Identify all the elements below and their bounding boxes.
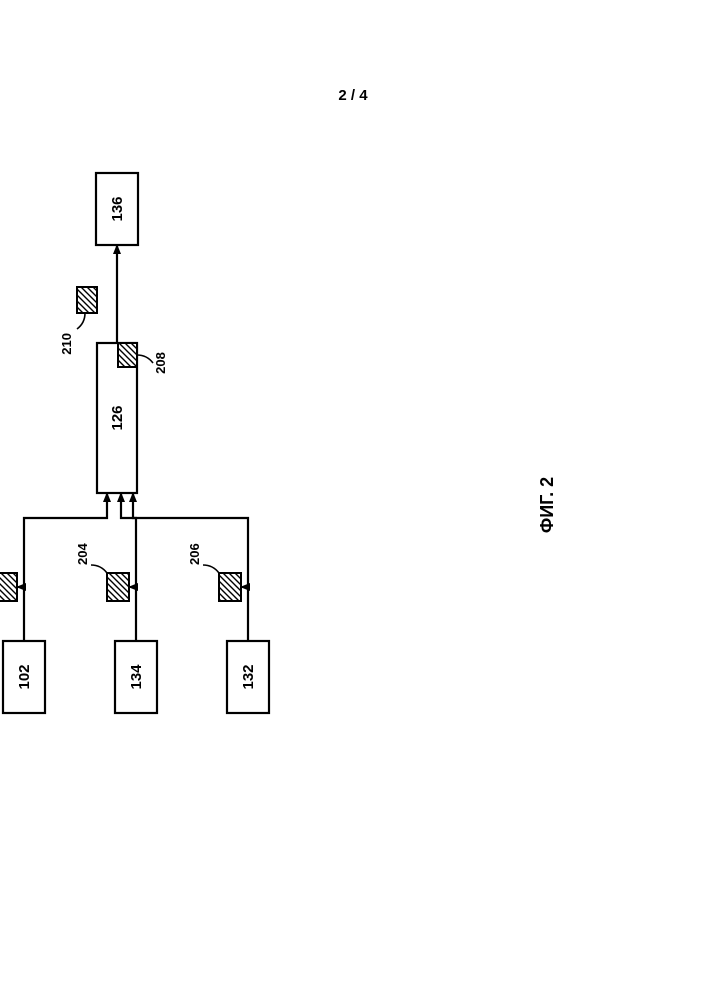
svg-text:210: 210 <box>59 333 74 355</box>
svg-text:208: 208 <box>153 352 168 374</box>
node-134-u: 134 <box>115 641 157 713</box>
node-102-u: 102 <box>3 641 45 713</box>
figure-caption-final2: ФИГ. 2 <box>537 477 557 533</box>
svg-text:134: 134 <box>128 664 145 690</box>
svg-text:204: 204 <box>75 543 90 565</box>
svg-text:126: 126 <box>109 405 126 430</box>
node-132-u: 132 <box>227 641 269 713</box>
svg-text:132: 132 <box>240 664 257 689</box>
svg-text:206: 206 <box>187 543 202 565</box>
svg-text:136: 136 <box>109 196 126 221</box>
node-136-u: 136 <box>96 173 138 245</box>
svg-text:102: 102 <box>16 664 33 689</box>
page-number-final: 2 / 4 <box>338 87 368 104</box>
